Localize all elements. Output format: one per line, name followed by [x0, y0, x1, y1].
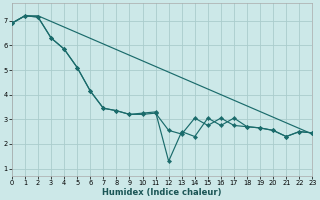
X-axis label: Humidex (Indice chaleur): Humidex (Indice chaleur) — [102, 188, 222, 197]
